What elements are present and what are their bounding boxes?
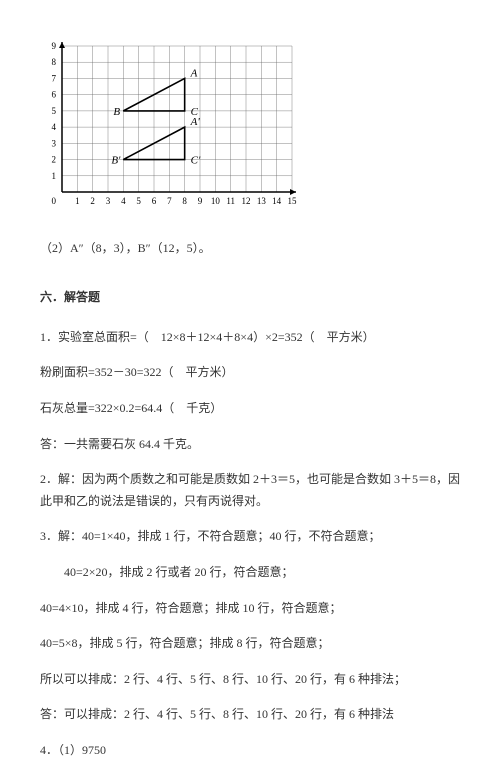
svg-text:0: 0 xyxy=(52,196,57,206)
svg-text:A: A xyxy=(190,67,198,79)
q1-line2: 粉刷面积=352－30=322（ 平方米） xyxy=(40,362,460,384)
coordinate-chart: 1234567891011121314151234567890BACB'A'C' xyxy=(40,40,460,218)
svg-text:7: 7 xyxy=(167,196,172,206)
q3-line4: 40=5×8，排成 5 行，符合题意；排成 8 行，符合题意； xyxy=(40,633,460,655)
q3-line6: 答：可以排成：2 行、4 行、5 行、8 行、10 行、20 行，有 6 种排法 xyxy=(40,704,460,726)
svg-text:5: 5 xyxy=(136,196,141,206)
svg-text:2: 2 xyxy=(52,155,57,165)
svg-text:B: B xyxy=(113,106,120,118)
svg-text:13: 13 xyxy=(257,196,267,206)
svg-text:3: 3 xyxy=(52,138,57,148)
q1-line3: 石灰总量=322×0.2=64.4（ 千克） xyxy=(40,398,460,420)
q3-line5: 所以可以排成：2 行、4 行、5 行、8 行、10 行、20 行，有 6 种排法… xyxy=(40,669,460,691)
svg-text:6: 6 xyxy=(52,90,57,100)
svg-text:12: 12 xyxy=(242,196,251,206)
svg-text:8: 8 xyxy=(52,57,57,67)
q3-line2: 40=2×20，排成 2 行或者 20 行，符合题意； xyxy=(40,562,460,584)
svg-text:14: 14 xyxy=(272,196,282,206)
svg-text:7: 7 xyxy=(52,73,57,83)
svg-text:11: 11 xyxy=(226,196,235,206)
section-heading: 六．解答题 xyxy=(40,287,460,309)
svg-text:10: 10 xyxy=(211,196,221,206)
svg-text:8: 8 xyxy=(182,196,187,206)
q1-line1: 1．实验室总面积=（ 12×8＋12×4＋8×4）×2=352（ 平方米） xyxy=(40,327,460,349)
svg-text:A': A' xyxy=(190,116,201,128)
answers-block: 1．实验室总面积=（ 12×8＋12×4＋8×4）×2=352（ 平方米） 粉刷… xyxy=(40,327,460,762)
svg-text:4: 4 xyxy=(121,196,126,206)
svg-text:3: 3 xyxy=(106,196,111,206)
q4-line: 4．（1）9750 xyxy=(40,740,460,762)
svg-text:6: 6 xyxy=(152,196,157,206)
q2-line: 2．解：因为两个质数之和可能是质数如 2＋3＝5，也可能是合数如 3＋5＝8，因… xyxy=(40,469,460,512)
svg-text:C': C' xyxy=(191,155,201,167)
svg-text:1: 1 xyxy=(75,196,80,206)
svg-text:15: 15 xyxy=(288,196,298,206)
svg-text:2: 2 xyxy=(90,196,95,206)
svg-text:B': B' xyxy=(111,155,121,167)
svg-text:1: 1 xyxy=(52,171,57,181)
q1-line4: 答：一共需要石灰 64.4 千克。 xyxy=(40,434,460,456)
coordinate-answer: （2）A″（8，3），B″（12，5）。 xyxy=(40,238,460,260)
q3-line3: 40=4×10，排成 4 行，符合题意；排成 10 行，符合题意； xyxy=(40,598,460,620)
svg-text:9: 9 xyxy=(198,196,203,206)
svg-text:5: 5 xyxy=(52,106,57,116)
svg-text:4: 4 xyxy=(52,122,57,132)
svg-text:9: 9 xyxy=(52,41,57,51)
q3-line1: 3．解：40=1×40，排成 1 行，不符合题意；40 行，不符合题意； xyxy=(40,526,460,548)
